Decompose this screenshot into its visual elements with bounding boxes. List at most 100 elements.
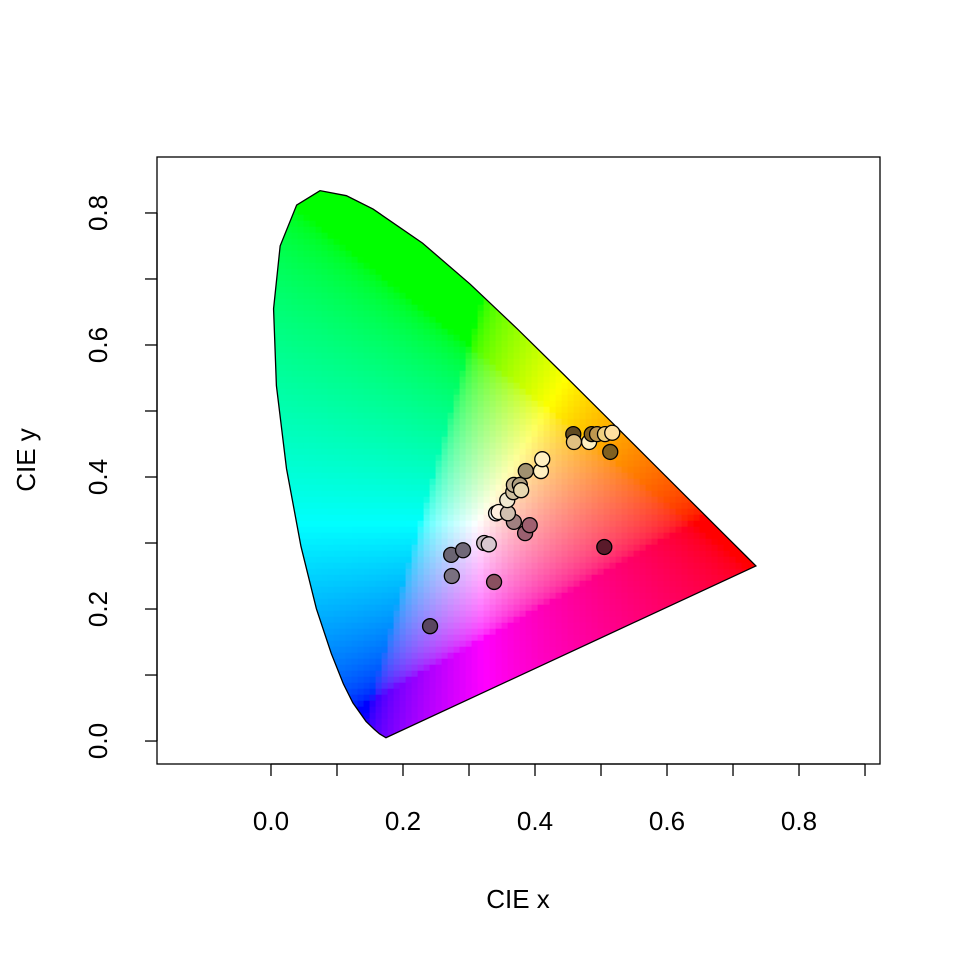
color-cell [321,460,329,468]
color-cell [279,712,287,720]
color-cell [321,688,329,696]
color-cell [339,652,347,660]
color-cell [441,448,449,456]
color-cell [561,724,569,732]
color-cell [381,706,389,714]
color-cell [453,472,461,480]
color-cell [339,418,347,426]
color-cell [585,562,593,570]
color-cell [519,736,527,738]
color-cell [453,658,461,666]
color-cell [279,556,287,564]
color-cell [285,388,293,396]
color-cell [429,364,437,372]
color-cell [375,340,383,348]
color-cell [291,382,299,390]
color-cell [483,652,491,660]
color-cell [315,730,323,738]
color-cell [483,640,491,648]
color-cell [513,358,521,366]
color-cell [327,688,335,696]
color-cell [297,262,305,270]
color-cell [399,616,407,624]
color-cell [315,208,323,216]
color-cell [435,526,443,534]
color-cell [381,688,389,696]
color-cell [537,322,545,330]
color-cell [351,550,359,558]
color-cell [423,226,431,234]
color-cell [543,544,551,552]
color-cell [417,730,425,738]
color-cell [357,256,365,264]
color-cell [399,298,407,306]
color-cell [561,316,569,324]
color-cell [339,628,347,636]
color-cell [489,232,497,240]
color-cell [327,460,335,468]
color-cell [405,574,413,582]
color-cell [291,376,299,384]
color-cell [399,214,407,222]
color-cell [309,304,317,312]
color-cell [561,214,569,222]
color-cell [345,226,353,234]
color-cell [429,556,437,564]
color-cell [345,448,353,456]
color-cell [507,304,515,312]
color-cell [591,730,599,738]
color-cell [429,442,437,450]
color-cell [531,604,539,612]
color-cell [561,634,569,642]
color-cell [537,700,545,708]
color-cell [339,460,347,468]
color-cell [339,706,347,714]
color-cell [417,274,425,282]
color-cell [393,712,401,720]
color-cell [477,436,485,444]
color-cell [429,376,437,384]
color-cell [483,274,491,282]
color-cell [561,202,569,210]
color-cell [405,292,413,300]
color-cell [483,310,491,318]
color-cell [519,196,527,204]
color-cell [435,490,443,498]
color-cell [531,700,539,708]
color-cell [357,304,365,312]
color-cell [489,340,497,348]
color-cell [363,256,371,264]
color-cell [489,490,497,498]
color-cell [375,592,383,600]
color-cell [579,628,587,636]
color-cell [519,442,527,450]
color-cell [435,370,443,378]
color-cell [363,652,371,660]
color-cell [525,208,533,216]
color-cell [303,316,311,324]
color-cell [285,454,293,462]
color-cell [339,406,347,414]
color-cell [291,598,299,606]
color-cell [507,640,515,648]
color-cell [369,316,377,324]
color-cell [531,706,539,714]
color-cell [591,508,599,516]
color-cell [369,364,377,372]
color-cell [477,382,485,390]
color-cell [435,436,443,444]
color-cell [555,688,563,696]
color-cell [405,586,413,594]
color-cell [525,358,533,366]
color-cell [441,394,449,402]
color-cell [387,352,395,360]
color-cell [363,268,371,276]
color-cell [303,340,311,348]
color-cell [363,352,371,360]
color-cell [315,256,323,264]
color-cell [471,472,479,480]
color-cell [321,508,329,516]
color-cell [543,478,551,486]
color-cell [345,580,353,588]
color-cell [543,226,551,234]
